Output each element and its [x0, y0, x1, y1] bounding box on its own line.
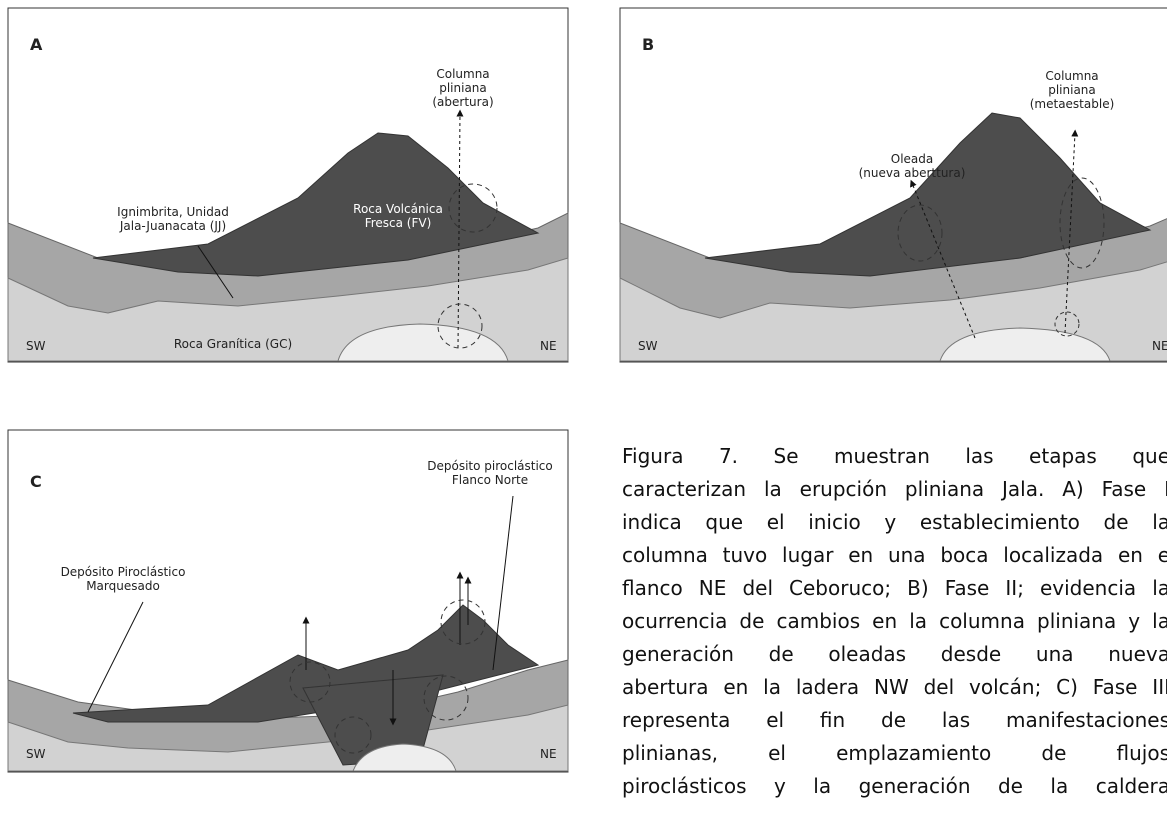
label: (metaestable) [1030, 97, 1115, 111]
direction-label: SW [26, 747, 46, 761]
label: (nueva aberttura) [859, 166, 966, 180]
label: Roca Granítica (GC) [174, 337, 292, 351]
label: Depósito Piroclástico [61, 565, 186, 579]
caption-line: caracterizan la erupción pliniana Jala. … [622, 473, 1167, 506]
label: Fresca (FV) [365, 216, 432, 230]
caption-line: plinianas, el emplazamiento de flujos [622, 737, 1167, 770]
caption-line: columna tuvo lugar en una boca localizad… [622, 539, 1167, 572]
caption-line: flanco NE del Ceboruco; B) Fase II; evid… [622, 572, 1167, 605]
direction-label: SW [26, 339, 46, 353]
caption-line: indica que el inicio y establecimiento d… [622, 506, 1167, 539]
caption-line: generación de oleadas desde una nueva [622, 638, 1167, 671]
label: Columna [436, 67, 489, 81]
caption-line: ocurrencia de cambios en la columna plin… [622, 605, 1167, 638]
direction-label: SW [638, 339, 658, 353]
label: pliniana [1048, 83, 1096, 97]
label: Oleada [891, 152, 934, 166]
panel-letter: C [30, 472, 42, 491]
direction-label: NE [540, 747, 557, 761]
caption-line: piroclásticos y la generación de la cald… [622, 770, 1167, 803]
panel-letter: B [642, 35, 654, 54]
label: Jala-Juanacata (JJ) [119, 219, 226, 233]
label: (abertura) [432, 95, 493, 109]
label: Roca Volcánica [353, 202, 443, 216]
label: Depósito piroclástico [427, 459, 553, 473]
label: Marquesado [86, 579, 160, 593]
caption-line: Figura 7. Se muestran las etapas que [622, 440, 1167, 473]
caption-line: abertura en la ladera NW del volcán; C) … [622, 671, 1167, 704]
panel-letter: A [30, 35, 43, 54]
panel-b: B Oleada(nueva aberttura) Columnapliniana(… [620, 8, 1167, 362]
page: AColumnapliniana(abertura)Roca Volcánica… [0, 0, 1167, 816]
direction-label: NE [540, 339, 557, 353]
direction-label: NE [1152, 339, 1167, 353]
label: Columna [1045, 69, 1098, 83]
label: Ignimbrita, Unidad [117, 205, 229, 219]
label: Flanco Norte [452, 473, 528, 487]
label: pliniana [439, 81, 487, 95]
caption-line: representa el fin de las manifestaciones [622, 704, 1167, 737]
